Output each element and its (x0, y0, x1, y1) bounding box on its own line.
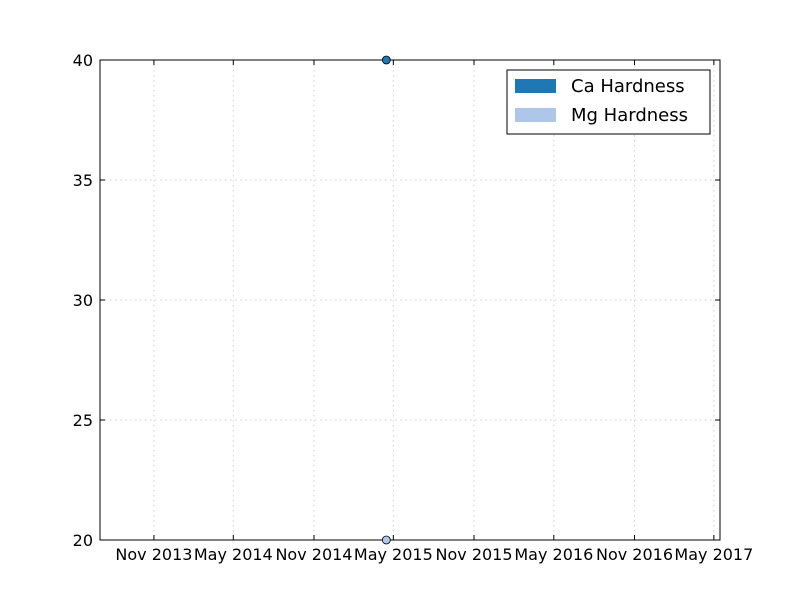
x-tick-label: May 2014 (194, 545, 273, 564)
axes: Nov 2013 May 2014 Nov 2014 May 2015 Nov 2015… (73, 51, 754, 564)
y-tick-label: 20 (73, 531, 93, 550)
x-tick-label: May 2017 (674, 545, 753, 564)
y-tick-label: 40 (73, 51, 93, 70)
x-tick-label: Nov 2013 (115, 545, 192, 564)
x-tick-label: May 2016 (514, 545, 593, 564)
x-tick-label: Nov 2014 (275, 545, 352, 564)
x-tick-label: May 2015 (354, 545, 433, 564)
data-point-ca-hardness (381, 55, 391, 65)
y-tick-label: 25 (73, 411, 93, 430)
x-tick-label: Nov 2015 (436, 545, 513, 564)
data-points (381, 55, 391, 545)
x-tick-label: Nov 2016 (596, 545, 673, 564)
y-tick-label: 35 (73, 171, 93, 190)
legend-label: Mg Hardness (571, 105, 688, 126)
y-tick-label: 30 (73, 291, 93, 310)
legend-swatch (515, 108, 556, 122)
data-point-mg-hardness (381, 535, 391, 545)
legend-label: Ca Hardness (571, 76, 685, 97)
legend: Ca Hardness Mg Hardness (506, 69, 711, 135)
legend-swatch (515, 79, 556, 93)
